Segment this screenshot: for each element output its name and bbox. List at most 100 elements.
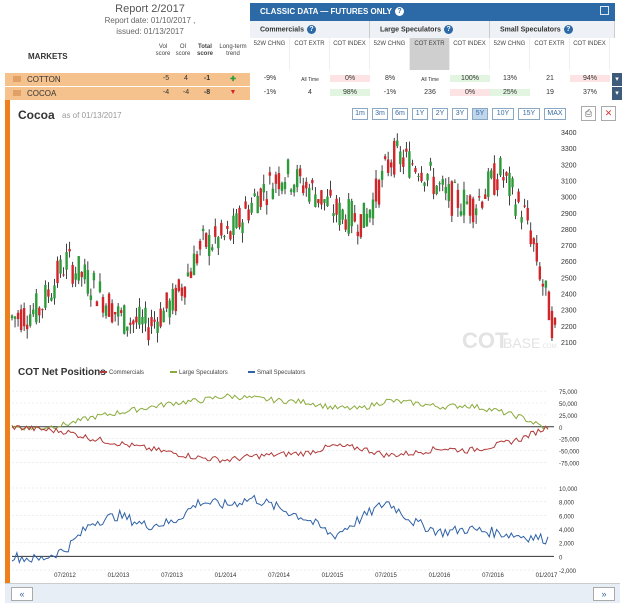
column-header[interactable]: COT EXTR [530, 38, 570, 70]
timeframe-button-10y[interactable]: 10Y [492, 108, 514, 120]
timeframe-button-3m[interactable]: 3m [372, 108, 388, 120]
watermark: COT [462, 328, 509, 353]
candle [35, 293, 38, 323]
timeframe-button-3y[interactable]: 3Y [452, 108, 468, 120]
x-tick-label: 07/2016 [482, 573, 504, 579]
y-tick-label: 2500 [561, 275, 577, 282]
candle [423, 182, 426, 186]
candle [456, 189, 460, 208]
candle [162, 310, 165, 323]
report-issued: issued: 01/13/2017 [116, 27, 184, 36]
timeframe-button-2y[interactable]: 2Y [432, 108, 448, 120]
x-tick-label: 07/2014 [268, 573, 290, 579]
watermark: .COM [541, 344, 557, 350]
candle [393, 140, 396, 175]
cell: 13% [502, 75, 517, 82]
y-tick-label: 3100 [561, 179, 577, 186]
candle [329, 189, 332, 196]
x-tick-label: 07/2015 [375, 573, 397, 579]
candle [226, 225, 229, 229]
timeframe-button-1m[interactable]: 1m [352, 108, 368, 120]
market-row-cotton[interactable]: COTTON -5 4 -1 ✚ -9% All Time 0% 8% All … [5, 73, 625, 86]
y-tick-label: -25,000 [559, 438, 580, 444]
candle [259, 188, 262, 207]
group-small-speculators: Small Speculators? [490, 21, 615, 38]
help-icon[interactable]: ? [395, 7, 405, 17]
y-tick-label: -2,000 [559, 569, 577, 575]
x-tick-label: 01/2017 [536, 573, 558, 579]
candle [195, 254, 199, 264]
market-icon [13, 76, 21, 82]
candle [214, 226, 217, 237]
candle [374, 178, 378, 202]
y-tick-label: 3000 [561, 195, 577, 202]
cell: 21 [546, 75, 554, 82]
candle [526, 207, 529, 221]
column-header[interactable]: COT INDEX [570, 38, 610, 70]
timeframe-button-1y[interactable]: 1Y [412, 108, 428, 120]
candle [441, 179, 444, 185]
market-row-cocoa[interactable]: COCOA -4 -4 -8 ▼ -1% 4 98% -1% 236 0% 25… [5, 87, 625, 100]
timeframe-button-6m[interactable]: 6m [392, 108, 408, 120]
column-header[interactable]: COT EXTR [410, 38, 450, 70]
candle [311, 180, 314, 184]
candle [41, 309, 44, 311]
candle [335, 198, 338, 215]
candle [356, 231, 360, 237]
candle [411, 163, 414, 165]
column-header[interactable]: COT INDEX [330, 38, 370, 70]
cell: 236 [424, 89, 436, 96]
y-tick-label: 2,000 [559, 542, 575, 548]
commercials-line [11, 425, 549, 464]
legend-commercials: Commercials [100, 370, 144, 376]
candle [89, 295, 93, 301]
candle [432, 176, 435, 195]
y-tick-label: 2100 [561, 340, 577, 347]
watermark: BASE [503, 335, 540, 351]
row-select-dropdown[interactable]: ▾ [612, 73, 622, 86]
candle [207, 234, 211, 256]
help-icon[interactable]: ? [306, 25, 316, 34]
candle [150, 316, 153, 327]
candle [192, 253, 196, 276]
group-large-speculators: Large Speculators? [370, 21, 490, 38]
print-icon[interactable] [600, 6, 609, 15]
candle [19, 309, 23, 331]
print-chart-icon[interactable]: ⎙ [581, 106, 596, 121]
row-select-dropdown[interactable]: ▾ [612, 87, 622, 100]
y-tick-label: 0 [559, 426, 563, 432]
timeframe-button-15y[interactable]: 15Y [518, 108, 540, 120]
scroll-right-button[interactable]: » [593, 587, 615, 601]
timeframe-button-max[interactable]: MAX [544, 108, 566, 120]
column-header[interactable]: COT INDEX [450, 38, 490, 70]
column-header[interactable]: 52W CHNG [490, 38, 530, 70]
candle [198, 240, 202, 250]
cell: 8% [384, 75, 396, 82]
help-icon[interactable]: ? [444, 25, 454, 34]
chart-title: Cocoa [18, 108, 55, 122]
y-tick-label: -75,000 [559, 461, 580, 467]
candle [47, 289, 50, 297]
candle [496, 179, 499, 191]
candle [365, 213, 369, 226]
group-commercials: Commercials? [250, 21, 370, 38]
scroll-left-button[interactable]: « [11, 587, 33, 601]
column-header[interactable]: 52W CHNG [370, 38, 410, 70]
column-header[interactable]: 52W CHNG [250, 38, 290, 70]
close-chart-icon[interactable]: ✕ [601, 106, 616, 121]
candle [308, 187, 311, 202]
candle [186, 272, 190, 276]
x-tick-label: 01/2015 [322, 573, 344, 579]
candle [183, 286, 187, 298]
help-icon[interactable]: ? [563, 25, 573, 34]
candle [104, 305, 108, 316]
candle [487, 171, 490, 197]
candle [326, 196, 329, 207]
candle [444, 186, 447, 194]
timeframe-button-5y[interactable]: 5Y [472, 108, 488, 120]
candle [550, 310, 554, 339]
column-header[interactable]: COT EXTR [290, 38, 330, 70]
market-name: COCOA [27, 89, 57, 98]
candle [538, 266, 542, 280]
candle [250, 202, 253, 213]
